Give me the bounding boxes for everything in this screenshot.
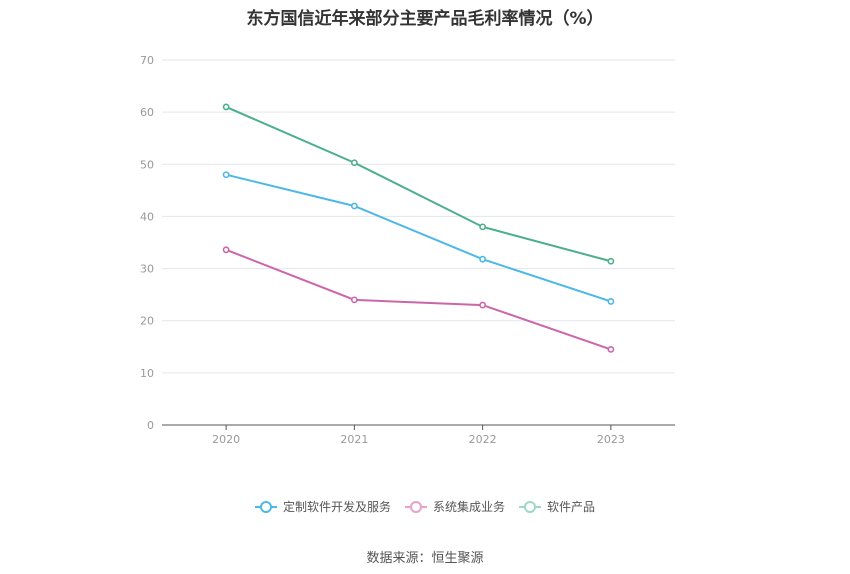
data-point	[222, 171, 230, 179]
legend-label: 定制软件开发及服务	[282, 500, 391, 514]
y-tick-label: 20	[140, 315, 154, 328]
legend: 定制软件开发及服务 系统集成业务 软件产品	[0, 498, 850, 515]
series-line	[225, 106, 612, 263]
y-tick-label: 40	[140, 210, 154, 223]
y-tick-label: 50	[140, 158, 154, 171]
x-tick-label: 2022	[469, 433, 497, 446]
data-point	[350, 296, 358, 304]
data-point	[607, 345, 615, 353]
data-point	[607, 298, 615, 305]
data-point	[479, 255, 487, 263]
legend-marker-icon	[404, 500, 427, 513]
series-layer	[222, 103, 615, 353]
y-tick-label: 0	[147, 419, 154, 432]
data-point	[222, 246, 230, 254]
grid-lines	[162, 59, 675, 374]
x-tick-label: 2023	[597, 433, 625, 446]
y-tick-label: 10	[140, 367, 154, 380]
legend-marker-icon	[519, 500, 541, 513]
chart-title: 东方国信近年来部分主要产品毛利率情况（%）	[246, 9, 604, 29]
legend-item[interactable]: 软件产品	[519, 498, 595, 515]
x-tick-label: 2020	[212, 433, 240, 446]
data-point	[479, 223, 487, 231]
x-tick-label: 2021	[340, 433, 368, 446]
data-point	[350, 202, 358, 210]
series-line	[225, 173, 612, 303]
series-line	[225, 248, 612, 351]
legend-item[interactable]: 定制软件开发及服务	[254, 498, 391, 515]
legend-label: 系统集成业务	[432, 500, 505, 514]
legend-item[interactable]: 系统集成业务	[404, 498, 505, 515]
y-tick-label: 70	[140, 54, 154, 67]
data-point	[222, 103, 230, 111]
y-tick-label: 60	[140, 106, 154, 119]
data-point	[350, 159, 358, 167]
y-tick-label: 30	[140, 263, 154, 276]
legend-label: 软件产品	[547, 500, 596, 514]
data-source: 数据来源：恒生聚源	[366, 551, 484, 566]
axes: 0 10 20 30 40 50 60 70 2020 2021 2022 2023	[140, 54, 675, 446]
legend-marker-icon	[254, 500, 277, 513]
data-point	[607, 257, 615, 265]
data-point	[479, 301, 487, 309]
